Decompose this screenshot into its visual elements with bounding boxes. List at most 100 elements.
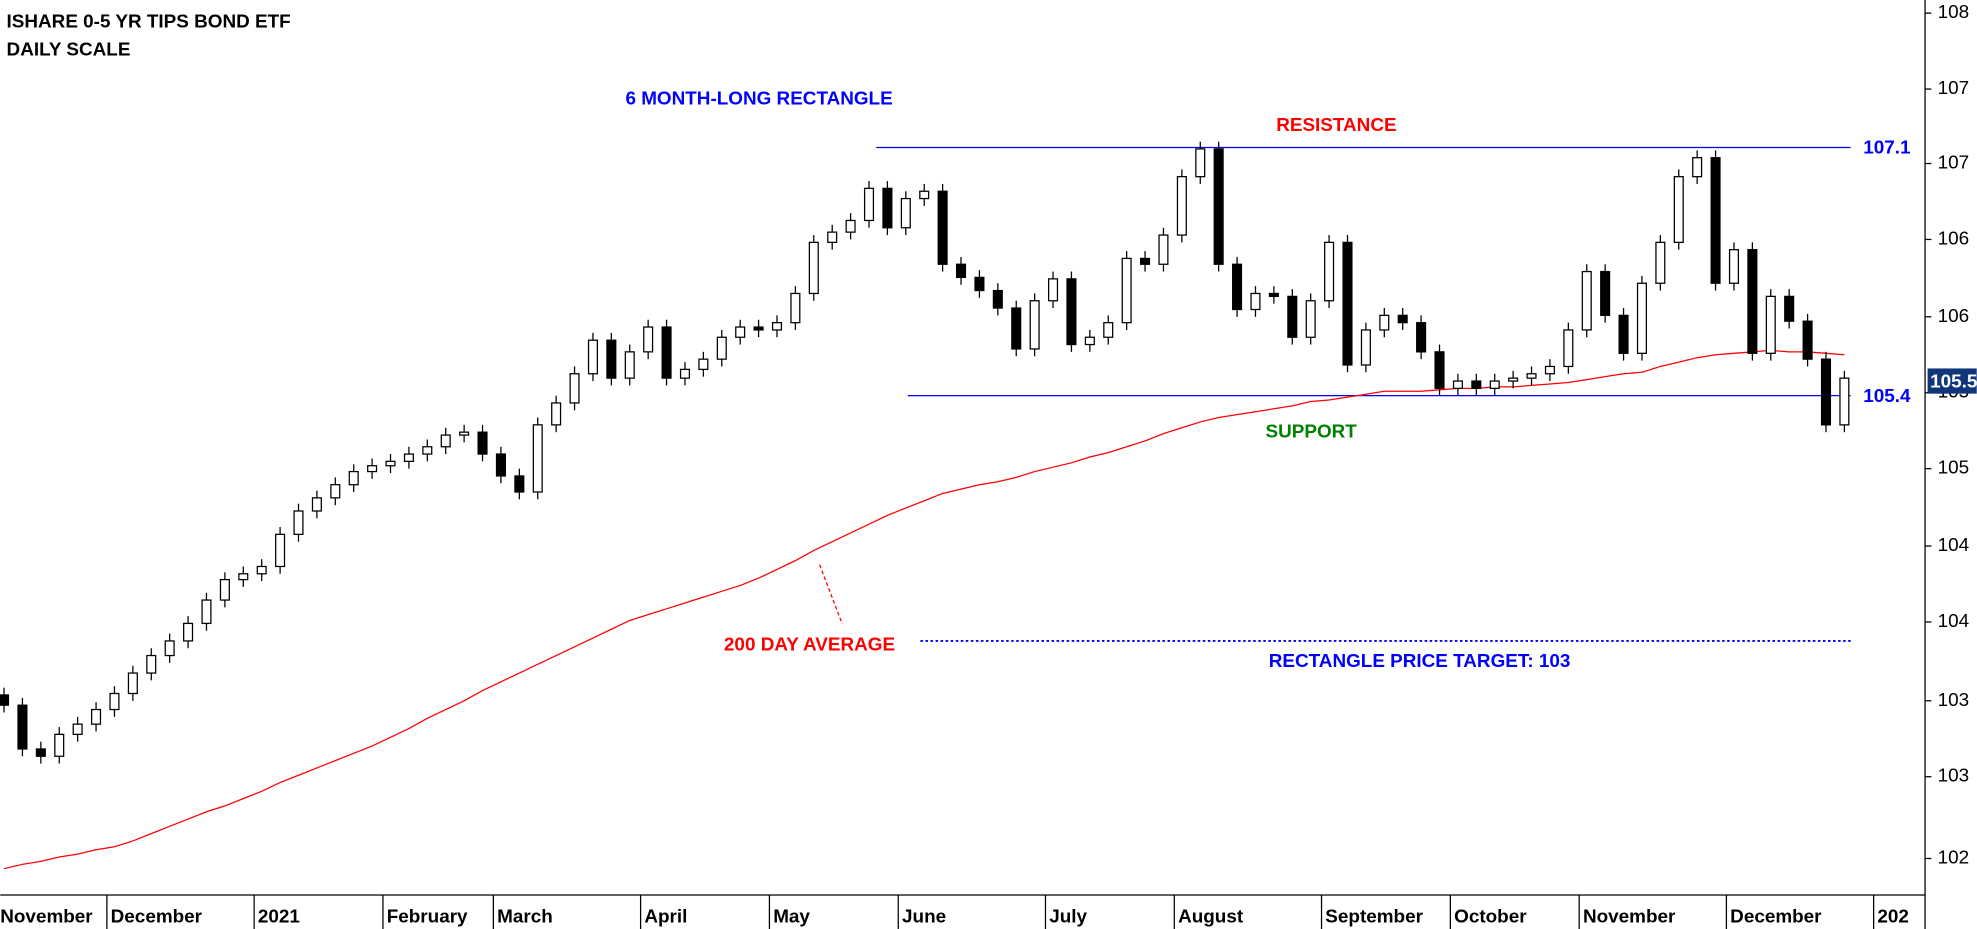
candle-body [146,654,157,674]
candle-body [348,470,359,486]
candle-body [1416,322,1427,353]
candle-body [863,187,875,222]
x-tick-label: February [387,907,468,928]
candle-body [569,373,580,404]
y-tick-label: 106 [1938,228,1970,249]
annotation: RECTANGLE PRICE TARGET: 103 [1269,651,1571,672]
candle-body [1600,270,1611,316]
candle-body [1765,295,1776,354]
candle-body [1489,380,1500,389]
candle-body [183,622,194,642]
candle-body [17,704,28,750]
candle-body [1158,234,1169,265]
candle-body [1710,157,1721,284]
candle-body [1176,176,1187,236]
candle-body [256,565,267,575]
y-tick-label: 103 [1938,690,1970,711]
candle-body [919,190,930,200]
candle-body [1636,282,1647,354]
x-tick-label: May [773,907,810,928]
candle-body [459,431,470,436]
candle-body [0,694,10,706]
candle-body [1692,157,1703,178]
candle-body [1655,241,1666,284]
candle-body [127,672,138,695]
candle-body [587,339,598,375]
candle-body [698,358,709,371]
candle-body [91,708,102,725]
candle-body [1232,263,1243,311]
candle-body [293,510,304,535]
candle-body [624,351,635,379]
candle-body [882,187,893,229]
candle-body [109,692,120,711]
y-tick-label: 105 [1938,458,1970,479]
candle-body [790,292,801,324]
candle-body [440,434,451,448]
candle-body [716,336,727,360]
y-tick-label: 107 [1938,78,1970,99]
candle-body [1195,148,1206,178]
candle-body [72,723,83,735]
candle-body [1140,257,1151,265]
candle-body [606,339,617,379]
y-tick-label: 104 [1938,535,1970,556]
candle-body [900,197,911,229]
candle-body [164,640,175,657]
candle-body [1250,292,1261,311]
candle-body [1784,295,1795,322]
candle-body [1618,314,1629,354]
y-tick-label: 103 [1938,766,1970,787]
x-tick-label: October [1454,907,1527,928]
x-tick-label: November [0,907,93,928]
candle-body [955,263,967,279]
candle-body [532,424,543,493]
candle-body [1360,329,1371,366]
candle-body [992,289,1003,309]
candle-body [311,497,322,512]
candle-body [1342,241,1353,366]
candle-body [1802,320,1813,360]
candle-body [403,453,414,462]
y-tick-label: 107 [1938,153,1970,174]
candle-body [275,533,286,568]
chart-title: ISHARE 0-5 YR TIPS BOND ETF [7,12,291,33]
candle-body [1287,295,1298,338]
candle-body [1324,241,1335,302]
candle-body [1397,314,1408,324]
candle-body [35,748,46,757]
x-tick-label: August [1178,907,1244,928]
candle-body [551,402,562,426]
candle-body [1544,365,1555,375]
y-tick-label: 102 [1938,847,1970,868]
x-tick-label: December [111,907,203,928]
x-tick-label: 202 [1877,907,1909,928]
ma-line [3,349,1845,870]
candle-body [1029,300,1040,350]
candle-body [1839,377,1850,426]
candle-body [643,326,654,353]
candle-body [771,322,783,331]
x-tick-label: June [902,907,946,928]
candle-body [1508,377,1519,382]
candle-body [54,733,65,757]
candle-body [1563,329,1574,368]
candle-body [661,326,672,379]
x-tick-label: 2021 [258,907,300,928]
candle-body [679,368,691,379]
price-tag [1927,368,1977,394]
candle-body [1121,257,1132,324]
candle-body [422,446,433,455]
candle-body [1047,278,1059,302]
y-tick-label: 104 [1938,611,1970,632]
candle-body [477,431,488,455]
annotation: SUPPORT [1266,421,1358,442]
candle-body [1581,270,1592,331]
candle-body [1747,249,1758,354]
x-tick-label: September [1325,907,1423,928]
candle-body [1820,358,1832,426]
leader-line [819,564,843,625]
candle-body [1213,148,1224,265]
